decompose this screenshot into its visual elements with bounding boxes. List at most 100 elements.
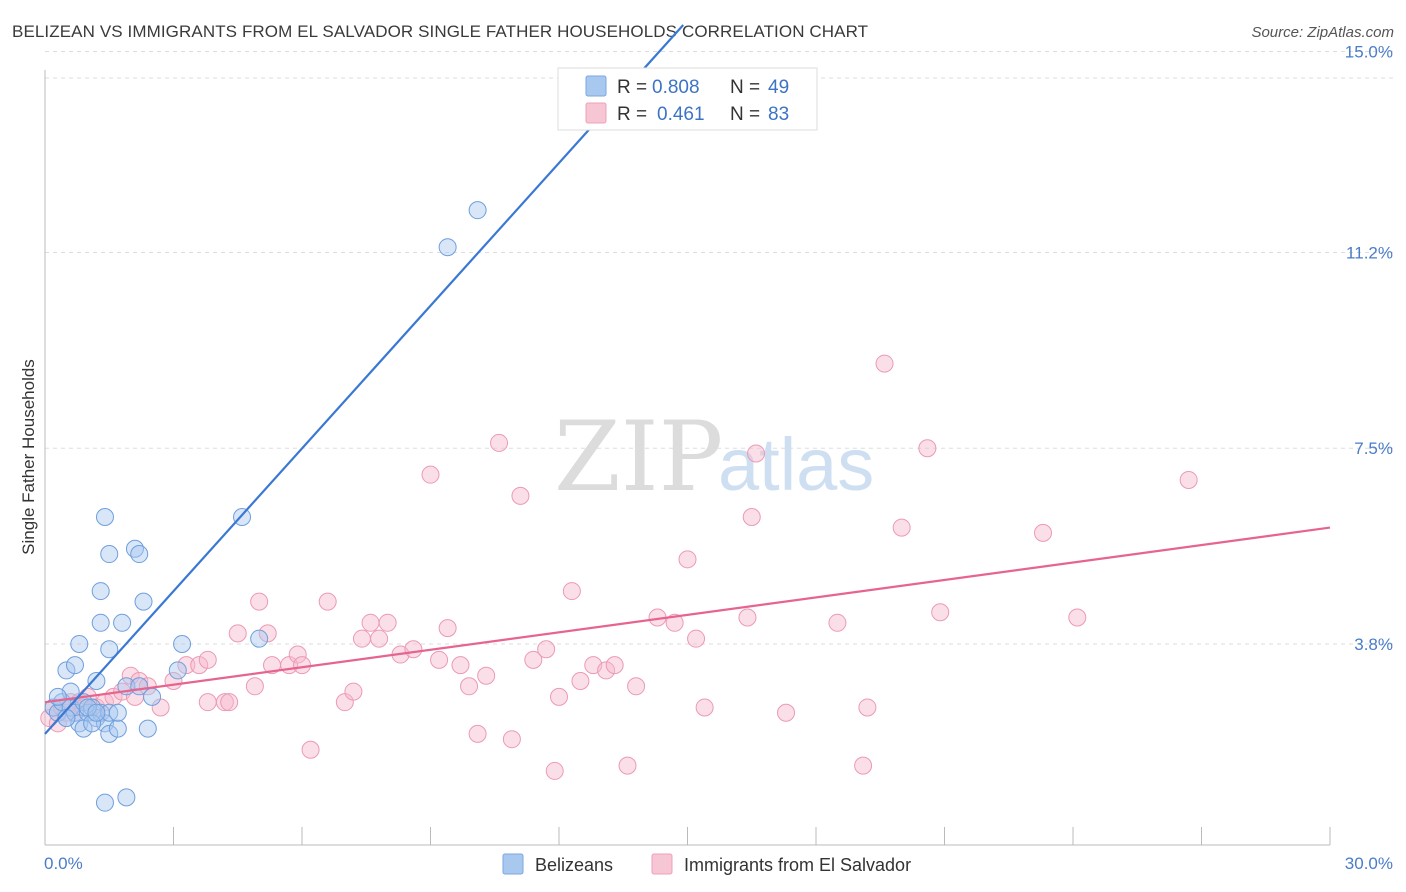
data-point-immigrants (430, 650, 449, 669)
y-axis-label: Single Father Households (19, 359, 38, 555)
data-point-immigrants (468, 724, 487, 743)
data-point-belizeans (100, 545, 119, 564)
data-point-immigrants (665, 613, 684, 632)
data-point-immigrants (511, 486, 530, 505)
legend-swatch-belizeans (585, 75, 607, 97)
data-point-immigrants (1179, 470, 1198, 489)
data-point-immigrants (451, 656, 470, 675)
data-point-belizeans (108, 719, 127, 738)
data-point-immigrants (378, 613, 397, 632)
y-tick-label: 15.0% (1345, 42, 1393, 61)
data-point-immigrants (738, 608, 757, 627)
data-point-belizeans (173, 634, 192, 653)
data-point-belizeans (95, 508, 114, 526)
trend-line-immigrants (44, 526, 1331, 704)
data-point-belizeans (108, 703, 127, 722)
data-point-immigrants (293, 656, 311, 675)
legend-n-value-1: 49 (768, 77, 789, 98)
y-tick-label: 7.5% (1354, 439, 1393, 458)
data-point-immigrants (228, 624, 247, 643)
legend-n-label-2: N = (730, 104, 760, 125)
legend-r-label-2: R = (617, 104, 647, 125)
bottom-legend-swatch-belizeans (502, 853, 524, 875)
data-point-immigrants (550, 687, 568, 706)
data-point-immigrants (344, 682, 363, 701)
data-point-immigrants (245, 677, 264, 696)
chart-title: BELIZEAN VS IMMIGRANTS FROM EL SALVADOR … (12, 22, 869, 41)
data-point-immigrants (421, 465, 440, 484)
bottom-legend-label-belizeans: Belizeans (535, 855, 613, 875)
data-point-immigrants (198, 693, 217, 712)
data-point-immigrants (477, 666, 496, 685)
legend-n-value-2: 83 (768, 104, 789, 125)
grid-lines (45, 50, 1395, 645)
data-point-immigrants (502, 730, 521, 749)
legend-r-label-1: R = (617, 77, 647, 98)
data-point-immigrants (687, 629, 706, 648)
bottom-legend-swatch-immigrants (651, 853, 673, 875)
source-label: Source: ZipAtlas.com (1251, 24, 1394, 41)
data-point-immigrants (777, 703, 796, 722)
data-point-immigrants (215, 693, 234, 712)
legend-r-value-2: 0.461 (657, 104, 705, 125)
data-point-belizeans (57, 661, 76, 680)
data-point-immigrants (678, 550, 697, 569)
watermark-zip: ZIP (554, 401, 723, 513)
data-point-immigrants (288, 645, 307, 664)
data-point-immigrants (892, 518, 911, 537)
data-point-immigrants (301, 740, 320, 759)
data-point-immigrants (918, 439, 937, 458)
data-point-immigrants (1034, 523, 1053, 542)
data-point-immigrants (537, 640, 556, 659)
data-point-belizeans (48, 687, 67, 706)
data-point-immigrants (490, 433, 509, 452)
data-point-belizeans (438, 238, 457, 257)
data-point-immigrants (370, 629, 389, 648)
data-point-belizeans (70, 634, 89, 653)
data-point-immigrants (627, 677, 646, 696)
correlation-legend: R = 0.808 N = 49 R = 0.461 N = 83 (557, 67, 818, 131)
watermark-atlas: atlas (718, 423, 874, 506)
data-point-immigrants (858, 698, 877, 717)
data-point-belizeans (100, 724, 119, 743)
legend-r-value-1: 0.808 (652, 77, 700, 98)
data-point-immigrants (854, 756, 873, 775)
legend-n-label-1: N = (730, 77, 760, 98)
data-point-belizeans (250, 629, 269, 648)
data-point-immigrants (220, 693, 239, 712)
data-point-immigrants (828, 613, 847, 632)
trend-line-belizeans (44, 24, 685, 735)
data-point-belizeans (468, 201, 487, 220)
data-point-belizeans (87, 703, 106, 722)
data-point-immigrants (352, 629, 371, 648)
data-point-immigrants (258, 624, 277, 643)
data-point-belizeans (138, 719, 157, 738)
y-axis-tick-labels: 3.8% 7.5% 11.2% 15.0% (1345, 42, 1393, 654)
x-tick-label-max: 30.0% (1345, 854, 1393, 873)
data-point-immigrants (361, 613, 380, 632)
data-point-immigrants (318, 592, 337, 611)
data-point-belizeans (130, 545, 149, 564)
data-point-immigrants (597, 661, 616, 680)
data-point-belizeans (78, 698, 97, 717)
data-point-immigrants (747, 444, 766, 463)
data-point-immigrants (524, 650, 543, 669)
data-point-immigrants (177, 656, 196, 675)
trend-lines (44, 24, 1331, 735)
data-point-immigrants (198, 650, 217, 669)
data-point-immigrants (875, 354, 894, 373)
data-point-immigrants (404, 640, 423, 659)
data-point-belizeans (117, 788, 136, 807)
data-point-immigrants (695, 698, 714, 717)
data-point-immigrants (545, 761, 564, 780)
data-point-belizeans (95, 793, 114, 812)
series-belizeans-points (44, 201, 487, 812)
series-immigrants-el-salvador-points (40, 354, 1198, 780)
y-tick-label: 3.8% (1354, 635, 1393, 654)
data-point-belizeans (168, 661, 187, 680)
data-point-immigrants (1068, 608, 1087, 627)
watermark: ZIP atlas (554, 401, 874, 513)
data-point-immigrants (460, 677, 479, 696)
data-point-immigrants (571, 672, 590, 690)
